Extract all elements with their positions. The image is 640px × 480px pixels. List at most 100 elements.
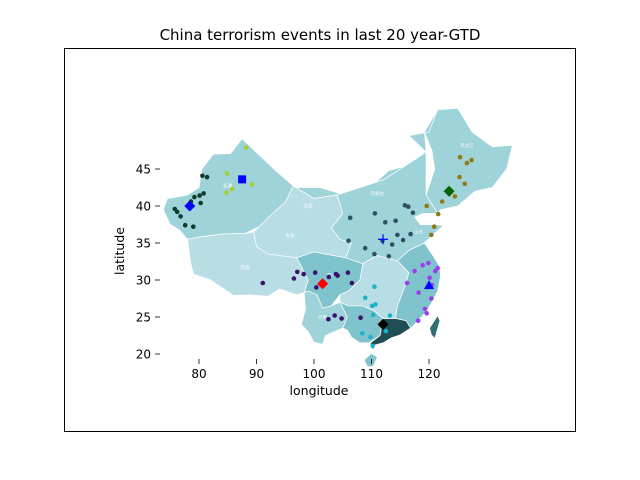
event-point bbox=[389, 242, 395, 247]
event-point bbox=[369, 303, 375, 309]
diamond-marker bbox=[377, 318, 389, 330]
event-point bbox=[431, 224, 437, 229]
event-point bbox=[400, 237, 406, 243]
event-point bbox=[230, 186, 235, 192]
event-point bbox=[204, 174, 210, 180]
event-point bbox=[457, 154, 463, 160]
event-point bbox=[372, 211, 378, 216]
y-tick-label: 30 bbox=[136, 274, 151, 288]
square-marker bbox=[238, 175, 247, 184]
event-point bbox=[452, 194, 458, 199]
event-point bbox=[197, 193, 202, 198]
x-tick-label: 120 bbox=[418, 367, 441, 381]
province-label: 甘肃 bbox=[304, 203, 313, 210]
event-point bbox=[410, 210, 416, 215]
triangle-marker bbox=[424, 280, 434, 290]
event-point bbox=[326, 316, 331, 322]
province-label: 青海 bbox=[285, 232, 294, 239]
event-point bbox=[243, 145, 249, 150]
event-point bbox=[362, 295, 368, 301]
event-point bbox=[191, 224, 196, 229]
event-point bbox=[360, 331, 365, 336]
event-point bbox=[424, 311, 430, 316]
event-point bbox=[424, 203, 430, 209]
cluster-markers bbox=[184, 175, 455, 330]
diamond-marker bbox=[443, 185, 455, 197]
region-northeast bbox=[424, 107, 513, 215]
province-label: 云南 bbox=[318, 314, 327, 321]
event-points bbox=[172, 145, 474, 349]
event-point bbox=[408, 231, 413, 237]
event-point bbox=[429, 296, 434, 301]
x-tick-label: 80 bbox=[191, 367, 206, 381]
event-point bbox=[383, 328, 389, 334]
event-point bbox=[427, 275, 432, 281]
y-tick-label: 45 bbox=[136, 163, 151, 177]
event-point bbox=[464, 160, 470, 166]
event-point bbox=[182, 222, 188, 228]
event-point bbox=[435, 211, 441, 217]
region-guangdong bbox=[369, 318, 412, 353]
chart-title: China terrorism events in last 20 year-G… bbox=[160, 26, 481, 44]
event-point bbox=[260, 280, 266, 286]
event-point bbox=[200, 173, 205, 178]
event-point bbox=[295, 269, 300, 275]
event-point bbox=[422, 306, 428, 312]
province-label: 新疆 bbox=[223, 183, 232, 190]
event-point bbox=[404, 280, 410, 286]
event-point bbox=[435, 265, 440, 271]
x-axis-label: longitude bbox=[290, 383, 349, 398]
map-axes: 80 90 100 110 120 20 25 30 35 40 45 bbox=[136, 163, 441, 382]
x-tick-label: 110 bbox=[360, 367, 383, 381]
event-point bbox=[326, 274, 332, 280]
province-label: 四川 bbox=[327, 272, 336, 278]
event-point bbox=[370, 312, 376, 318]
plot-frame bbox=[64, 48, 576, 432]
event-point bbox=[346, 238, 351, 244]
province-label: 黑龙江 bbox=[460, 142, 474, 149]
event-point bbox=[415, 318, 421, 324]
y-tick-label: 20 bbox=[136, 348, 151, 362]
event-point bbox=[393, 218, 398, 224]
event-point bbox=[332, 313, 338, 318]
province-label: 西藏 bbox=[241, 264, 250, 271]
event-point bbox=[312, 270, 318, 275]
event-point bbox=[402, 203, 408, 208]
y-tick-label: 25 bbox=[136, 311, 151, 325]
event-point bbox=[362, 245, 368, 251]
event-point bbox=[291, 276, 297, 281]
event-point bbox=[420, 262, 426, 268]
event-point bbox=[339, 316, 344, 321]
diamond-marker bbox=[317, 278, 329, 290]
event-point bbox=[345, 270, 351, 275]
event-point bbox=[201, 191, 206, 196]
y-axis-label: latitude bbox=[112, 227, 127, 275]
event-point bbox=[457, 174, 462, 180]
event-point bbox=[412, 268, 417, 274]
event-point bbox=[372, 284, 377, 290]
event-point bbox=[416, 290, 421, 295]
event-point bbox=[347, 215, 353, 221]
province-label: 内蒙古 bbox=[371, 190, 385, 197]
region-hainan bbox=[363, 352, 378, 367]
diamond-marker bbox=[184, 200, 196, 212]
plus-marker bbox=[378, 234, 388, 245]
event-point bbox=[383, 220, 388, 225]
event-point bbox=[224, 171, 230, 176]
event-point bbox=[386, 253, 392, 259]
event-point bbox=[178, 214, 183, 219]
event-point bbox=[349, 280, 355, 286]
y-tick-label: 40 bbox=[136, 200, 151, 214]
region-taiwan bbox=[429, 314, 441, 340]
x-tick-label: 90 bbox=[249, 367, 264, 381]
event-point bbox=[370, 343, 375, 349]
event-point bbox=[387, 313, 393, 318]
event-point bbox=[335, 273, 340, 278]
event-point bbox=[429, 232, 434, 238]
event-point bbox=[426, 260, 431, 266]
event-point bbox=[174, 209, 180, 215]
event-point bbox=[372, 251, 377, 257]
event-point bbox=[224, 190, 229, 195]
event-point bbox=[314, 285, 319, 290]
